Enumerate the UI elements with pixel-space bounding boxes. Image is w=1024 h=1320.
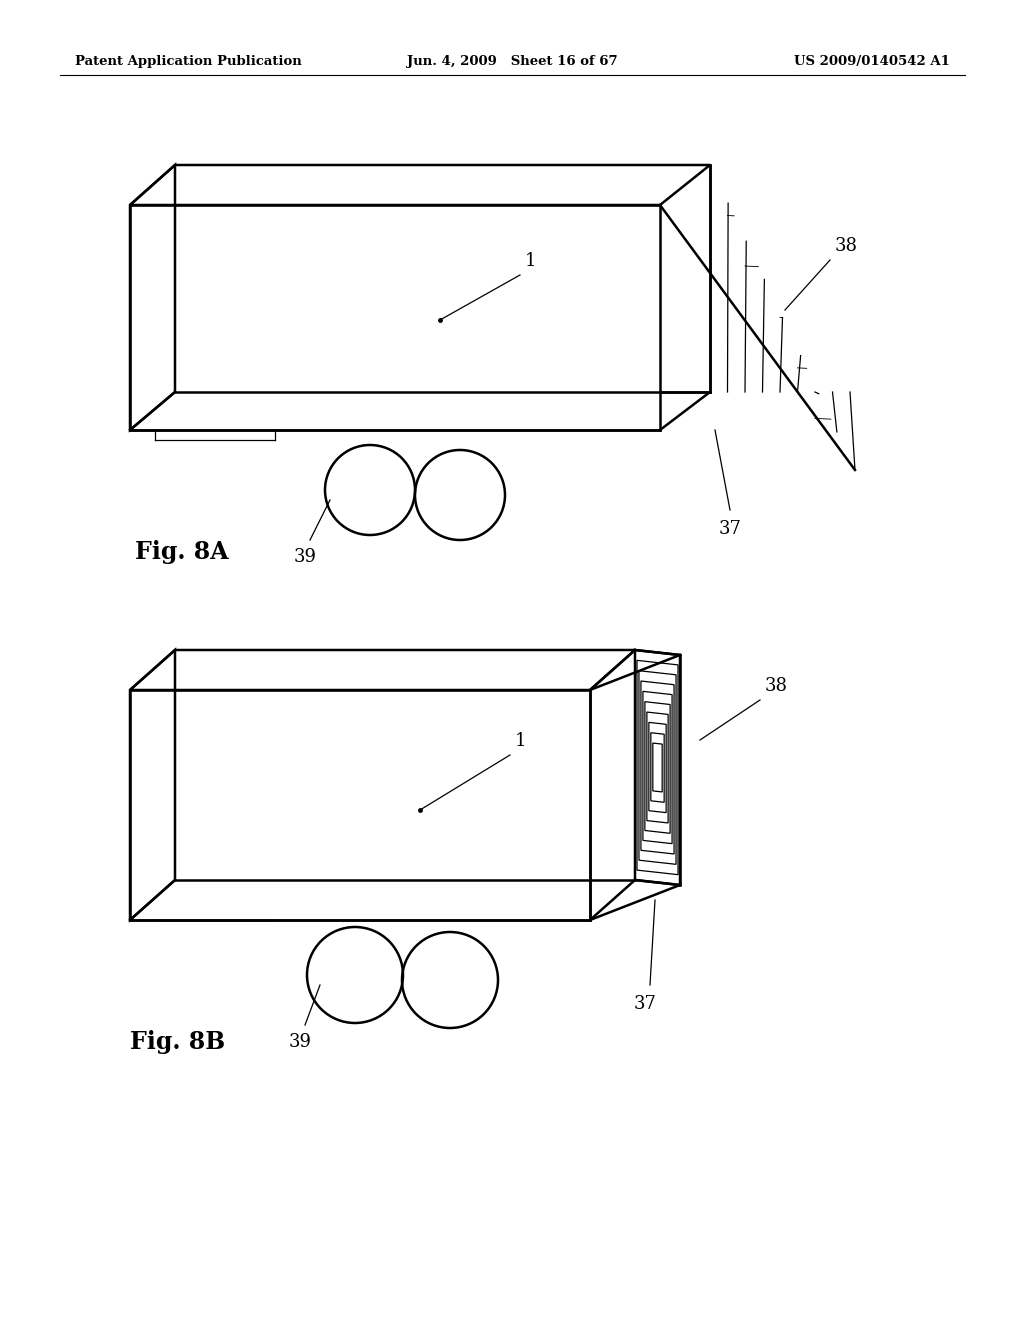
- Text: 1: 1: [515, 733, 526, 750]
- Text: 38: 38: [765, 677, 788, 696]
- Text: 37: 37: [719, 520, 741, 539]
- Text: US 2009/0140542 A1: US 2009/0140542 A1: [795, 55, 950, 69]
- Text: Fig. 8B: Fig. 8B: [130, 1030, 225, 1053]
- Text: 38: 38: [835, 238, 858, 255]
- Text: 39: 39: [289, 1034, 311, 1051]
- Text: Fig. 8A: Fig. 8A: [135, 540, 228, 564]
- Text: 37: 37: [634, 995, 656, 1012]
- Text: 1: 1: [525, 252, 537, 271]
- Text: 39: 39: [294, 548, 316, 566]
- Text: Patent Application Publication: Patent Application Publication: [75, 55, 302, 69]
- Text: Jun. 4, 2009   Sheet 16 of 67: Jun. 4, 2009 Sheet 16 of 67: [407, 55, 617, 69]
